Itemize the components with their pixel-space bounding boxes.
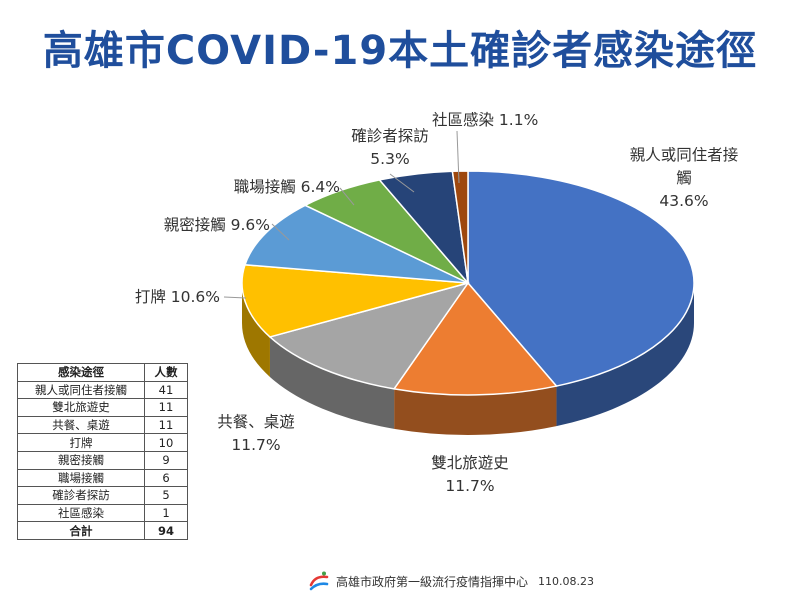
data-label: 共餐、桌遊 11.7% xyxy=(217,413,295,454)
leader-lines xyxy=(223,130,460,299)
pie-slice-sides xyxy=(242,283,694,435)
table-header-row: 感染途徑 人數 xyxy=(17,363,188,382)
leader-line xyxy=(389,173,415,193)
count-cell: 11 xyxy=(144,398,188,417)
footer: 高雄市政府第一級流行疫情指揮中心 110.08.23 xyxy=(308,570,594,592)
route-cell: 打牌 xyxy=(17,433,145,452)
leader-line xyxy=(339,187,355,206)
table-row: 親人或同住者接觸 41 xyxy=(17,380,188,400)
table-row: 確診者探訪 5 xyxy=(17,486,188,505)
total-label: 合計 xyxy=(17,521,145,540)
route-cell: 確診者探訪 xyxy=(17,486,145,505)
count-cell: 11 xyxy=(144,415,188,435)
route-cell: 職場接觸 xyxy=(17,468,145,488)
route-cell: 親人或同住者接觸 xyxy=(17,380,145,400)
data-labels: 親人或同住者接觸 43.6% 雙北旅遊史 11.7% 共餐、桌遊 11.7% 打牌 10.6… xyxy=(135,111,738,495)
count-cell: 41 xyxy=(144,380,188,400)
pie-slice xyxy=(241,263,469,338)
table-row: 社區感染 1 xyxy=(17,503,188,523)
pie-slice-side xyxy=(556,283,694,427)
footer-org: 高雄市政府第一級流行疫情指揮中心 xyxy=(336,574,529,589)
table-row: 雙北旅遊史 11 xyxy=(17,398,188,417)
pie-slice xyxy=(392,281,558,396)
leader-line xyxy=(456,130,460,184)
table-total-row: 合計 94 xyxy=(17,521,188,540)
pie-slice xyxy=(243,204,469,284)
route-cell: 共餐、桌遊 xyxy=(17,415,145,435)
kaohsiung-logo-icon xyxy=(309,571,329,591)
data-label: 親密接觸 9.6% xyxy=(164,216,270,234)
route-cell: 社區感染 xyxy=(17,503,145,523)
footer-date: 110.08.23 xyxy=(538,574,594,588)
pie-slice-side xyxy=(242,283,270,377)
pie-slice xyxy=(451,170,469,284)
data-table: 感染途徑 人數 親人或同住者接觸 41 雙北旅遊史 11 共餐、桌遊 11 打牌 10 … xyxy=(17,363,188,540)
table-row: 職場接觸 6 xyxy=(17,468,188,488)
count-cell: 5 xyxy=(144,486,188,505)
count-cell: 10 xyxy=(144,433,188,452)
table-row: 親密接觸 9 xyxy=(17,450,188,470)
pie-slice-side xyxy=(394,386,557,435)
data-label: 社區感染 1.1% xyxy=(432,111,538,129)
data-label: 確診者探訪 5.3% xyxy=(351,127,429,168)
route-cell: 親密接觸 xyxy=(17,450,145,470)
table-row: 共餐、桌遊 11 xyxy=(17,415,188,435)
pie-slice xyxy=(467,170,695,387)
data-label: 親人或同住者接觸 43.6% xyxy=(630,146,739,210)
data-label: 職場接觸 6.4% xyxy=(234,178,340,196)
count-cell: 1 xyxy=(144,503,188,523)
route-cell: 雙北旅遊史 xyxy=(17,398,145,417)
data-label: 打牌 10.6% xyxy=(135,288,220,306)
pie-slice-side xyxy=(269,336,395,429)
leader-line xyxy=(271,223,290,241)
data-label: 雙北旅遊史 11.7% xyxy=(431,454,509,495)
total-value: 94 xyxy=(144,521,188,540)
pie-slice xyxy=(268,281,470,390)
table-row: 打牌 10 xyxy=(17,433,188,452)
leader-line xyxy=(223,296,247,299)
header-count: 人數 xyxy=(144,363,188,382)
chart-title: 高雄市COVID-19本土確診者感染途徑 xyxy=(42,28,758,74)
pie-slice-tops xyxy=(241,170,695,396)
header-route: 感染途徑 xyxy=(17,363,145,382)
count-cell: 9 xyxy=(144,450,188,470)
count-cell: 6 xyxy=(144,468,188,488)
